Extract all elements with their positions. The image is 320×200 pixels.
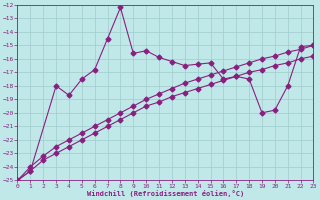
X-axis label: Windchill (Refroidissement éolien,°C): Windchill (Refroidissement éolien,°C) (87, 190, 244, 197)
